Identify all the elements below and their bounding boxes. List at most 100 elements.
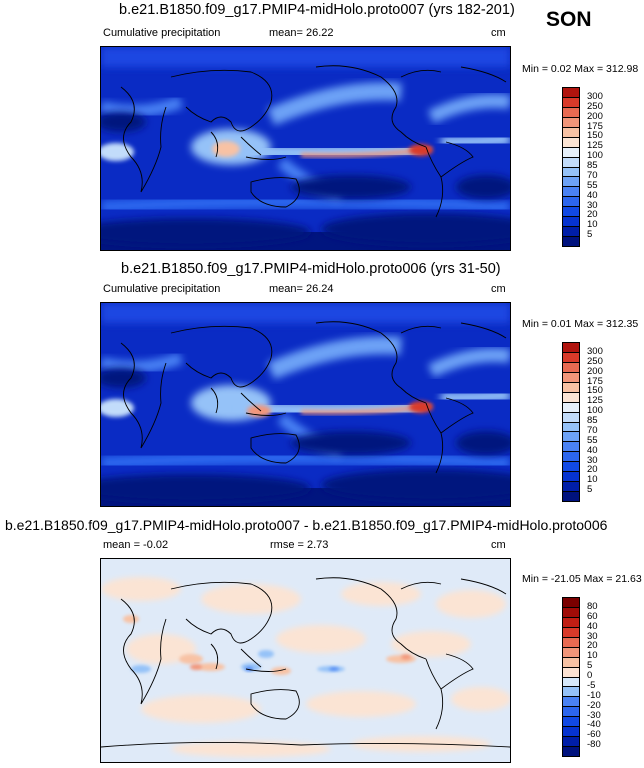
panel1-colorbar-seg xyxy=(563,156,579,167)
panel1-colorbar-tick: 70 xyxy=(587,169,598,181)
panel2-colorbar-seg xyxy=(563,441,579,452)
panel1-colorbar-seg xyxy=(563,176,579,187)
panel3-colorbar-seg xyxy=(563,716,579,727)
panel2-colorbar-tick: 85 xyxy=(587,415,598,426)
panel3-colorbar-seg xyxy=(563,736,579,747)
panel1-colorbar-seg xyxy=(563,136,579,147)
panel3-colorbar-seg xyxy=(563,676,579,687)
panel1-colorbar-tick: 250 xyxy=(587,100,603,112)
panel2-colorbar-tick: 40 xyxy=(587,444,598,456)
panel2-colorbar-tick: 150 xyxy=(587,385,603,397)
panel2-colorbar-tick: 5 xyxy=(587,484,593,496)
panel2-colorbar-seg xyxy=(563,451,579,462)
panel2-colorbar-seg xyxy=(563,371,579,382)
panel3-colorbar-seg xyxy=(563,626,579,637)
panel2-colorbar-tick: 250 xyxy=(587,355,603,367)
panel3-colorbar-tick: 20 xyxy=(587,640,598,652)
panel1-colorbar-seg xyxy=(563,96,579,107)
panel3-colorbar-seg xyxy=(563,686,579,697)
panel2-map xyxy=(100,302,511,507)
panel3-colorbar-seg xyxy=(563,656,579,667)
season-label: SON xyxy=(546,8,592,31)
panel3-map xyxy=(100,558,511,763)
panel1-colorbar-tick: 85 xyxy=(587,160,598,171)
panel3-colorbar-tick: 80 xyxy=(587,600,598,612)
panel2-colorbar-seg xyxy=(563,401,579,412)
panel1-colorbar-tick: 55 xyxy=(587,179,598,191)
panel3-rmse: rmse = 2.73 xyxy=(270,539,329,551)
panel3-colorbar-seg xyxy=(563,746,579,756)
panel2-colorbar-tick: 30 xyxy=(587,454,598,466)
panel2-colorbar-tick: 125 xyxy=(587,395,603,407)
panel3-colorbar-tick: 40 xyxy=(587,620,598,632)
panel1-colorbar-seg xyxy=(563,216,579,227)
panel1-colorbar-seg xyxy=(563,226,579,237)
panel2-colorbar-seg xyxy=(563,381,579,392)
panel3-colorbar-seg xyxy=(563,636,579,647)
panel2-colorbar-seg xyxy=(563,351,579,362)
panel1-colorbar-tick: 20 xyxy=(587,209,598,221)
panel3-units: cm xyxy=(491,539,506,551)
panel3-map-field xyxy=(101,559,510,762)
panel2-colorbar-seg xyxy=(563,391,579,402)
panel3-colorbar xyxy=(562,597,580,757)
panel1-colorbar-tick: 125 xyxy=(587,140,603,152)
panel2-colorbar-tick: 200 xyxy=(587,365,603,377)
panel1-colorbar-seg xyxy=(563,146,579,157)
panel3-colorbar-seg xyxy=(563,616,579,627)
panel2-map-field xyxy=(101,303,510,506)
panel2-units: cm xyxy=(491,283,506,295)
panel1-units: cm xyxy=(491,27,506,39)
panel1-colorbar-tick: 5 xyxy=(587,229,593,241)
panel3-colorbar-tick: 10 xyxy=(587,650,598,662)
panel1-left-label: Cumulative precipitation xyxy=(103,27,221,39)
panel2-colorbar-tick: 70 xyxy=(587,424,598,436)
panel1-colorbar-seg xyxy=(563,166,579,177)
panel2-colorbar-seg xyxy=(563,431,579,442)
panel2-colorbar-tick: 175 xyxy=(587,375,603,387)
panel1-map xyxy=(100,46,511,251)
panel2-colorbar-seg xyxy=(563,471,579,482)
panel3-colorbar-seg xyxy=(563,606,579,617)
panel2-colorbar-seg xyxy=(563,491,579,501)
panel3-colorbar-seg xyxy=(563,666,579,677)
panel3-colorbar-seg xyxy=(563,646,579,657)
panel3-colorbar-tick: 0 xyxy=(587,670,593,681)
panel2-colorbar-tick: 300 xyxy=(587,345,603,357)
panel1-colorbar-seg xyxy=(563,88,579,97)
panel2-mean: mean= 26.24 xyxy=(269,283,334,295)
panel1-colorbar-seg xyxy=(563,116,579,127)
panel3-colorbar-seg xyxy=(563,726,579,737)
panel3-colorbar-seg xyxy=(563,696,579,707)
panel3-colorbar-tick: -60 xyxy=(587,729,601,741)
panel1-colorbar-tick: 175 xyxy=(587,120,603,132)
panel2-colorbar-tick: 20 xyxy=(587,464,598,476)
panel2-colorbar-seg xyxy=(563,361,579,372)
panel2-colorbar-tick: 55 xyxy=(587,434,598,446)
panel1-colorbar-tick: 100 xyxy=(587,150,603,162)
panel3-colorbar-seg xyxy=(563,706,579,717)
panel3-left-label: mean = -0.02 xyxy=(103,539,169,551)
panel3-colorbar-seg xyxy=(563,598,579,607)
panel2-left-label: Cumulative precipitation xyxy=(103,283,221,295)
panel3-colorbar-tick: 30 xyxy=(587,630,598,642)
panel1-colorbar-seg xyxy=(563,186,579,197)
panel3-colorbar-tick: 60 xyxy=(587,610,598,622)
panel2-colorbar-seg xyxy=(563,343,579,352)
panel2-colorbar-seg xyxy=(563,461,579,472)
panel1-map-field xyxy=(101,47,510,250)
panel1-title: b.e21.B1850.f09_g17.PMIP4-midHolo.proto0… xyxy=(119,2,515,18)
panel2-title: b.e21.B1850.f09_g17.PMIP4-midHolo.proto0… xyxy=(121,261,501,277)
panel2-colorbar-ticks: 300 250 200 175 150 125 100 85 70 55 40 30 20 10 5 xyxy=(587,342,627,500)
panel2-colorbar-seg xyxy=(563,421,579,432)
panel3-colorbar-tick: -80 xyxy=(587,739,601,751)
panel1-colorbar-seg xyxy=(563,236,579,246)
panel1-mean: mean= 26.22 xyxy=(269,27,334,39)
panel3-colorbar-tick: -30 xyxy=(587,709,601,721)
panel1-colorbar-seg xyxy=(563,196,579,207)
panel1-colorbar-seg xyxy=(563,106,579,117)
panel3-colorbar-tick: -5 xyxy=(587,679,596,691)
panel1-colorbar-tick: 30 xyxy=(587,199,598,211)
panel1-colorbar-tick: 200 xyxy=(587,110,603,122)
panel2-colorbar-tick: 10 xyxy=(587,474,598,486)
